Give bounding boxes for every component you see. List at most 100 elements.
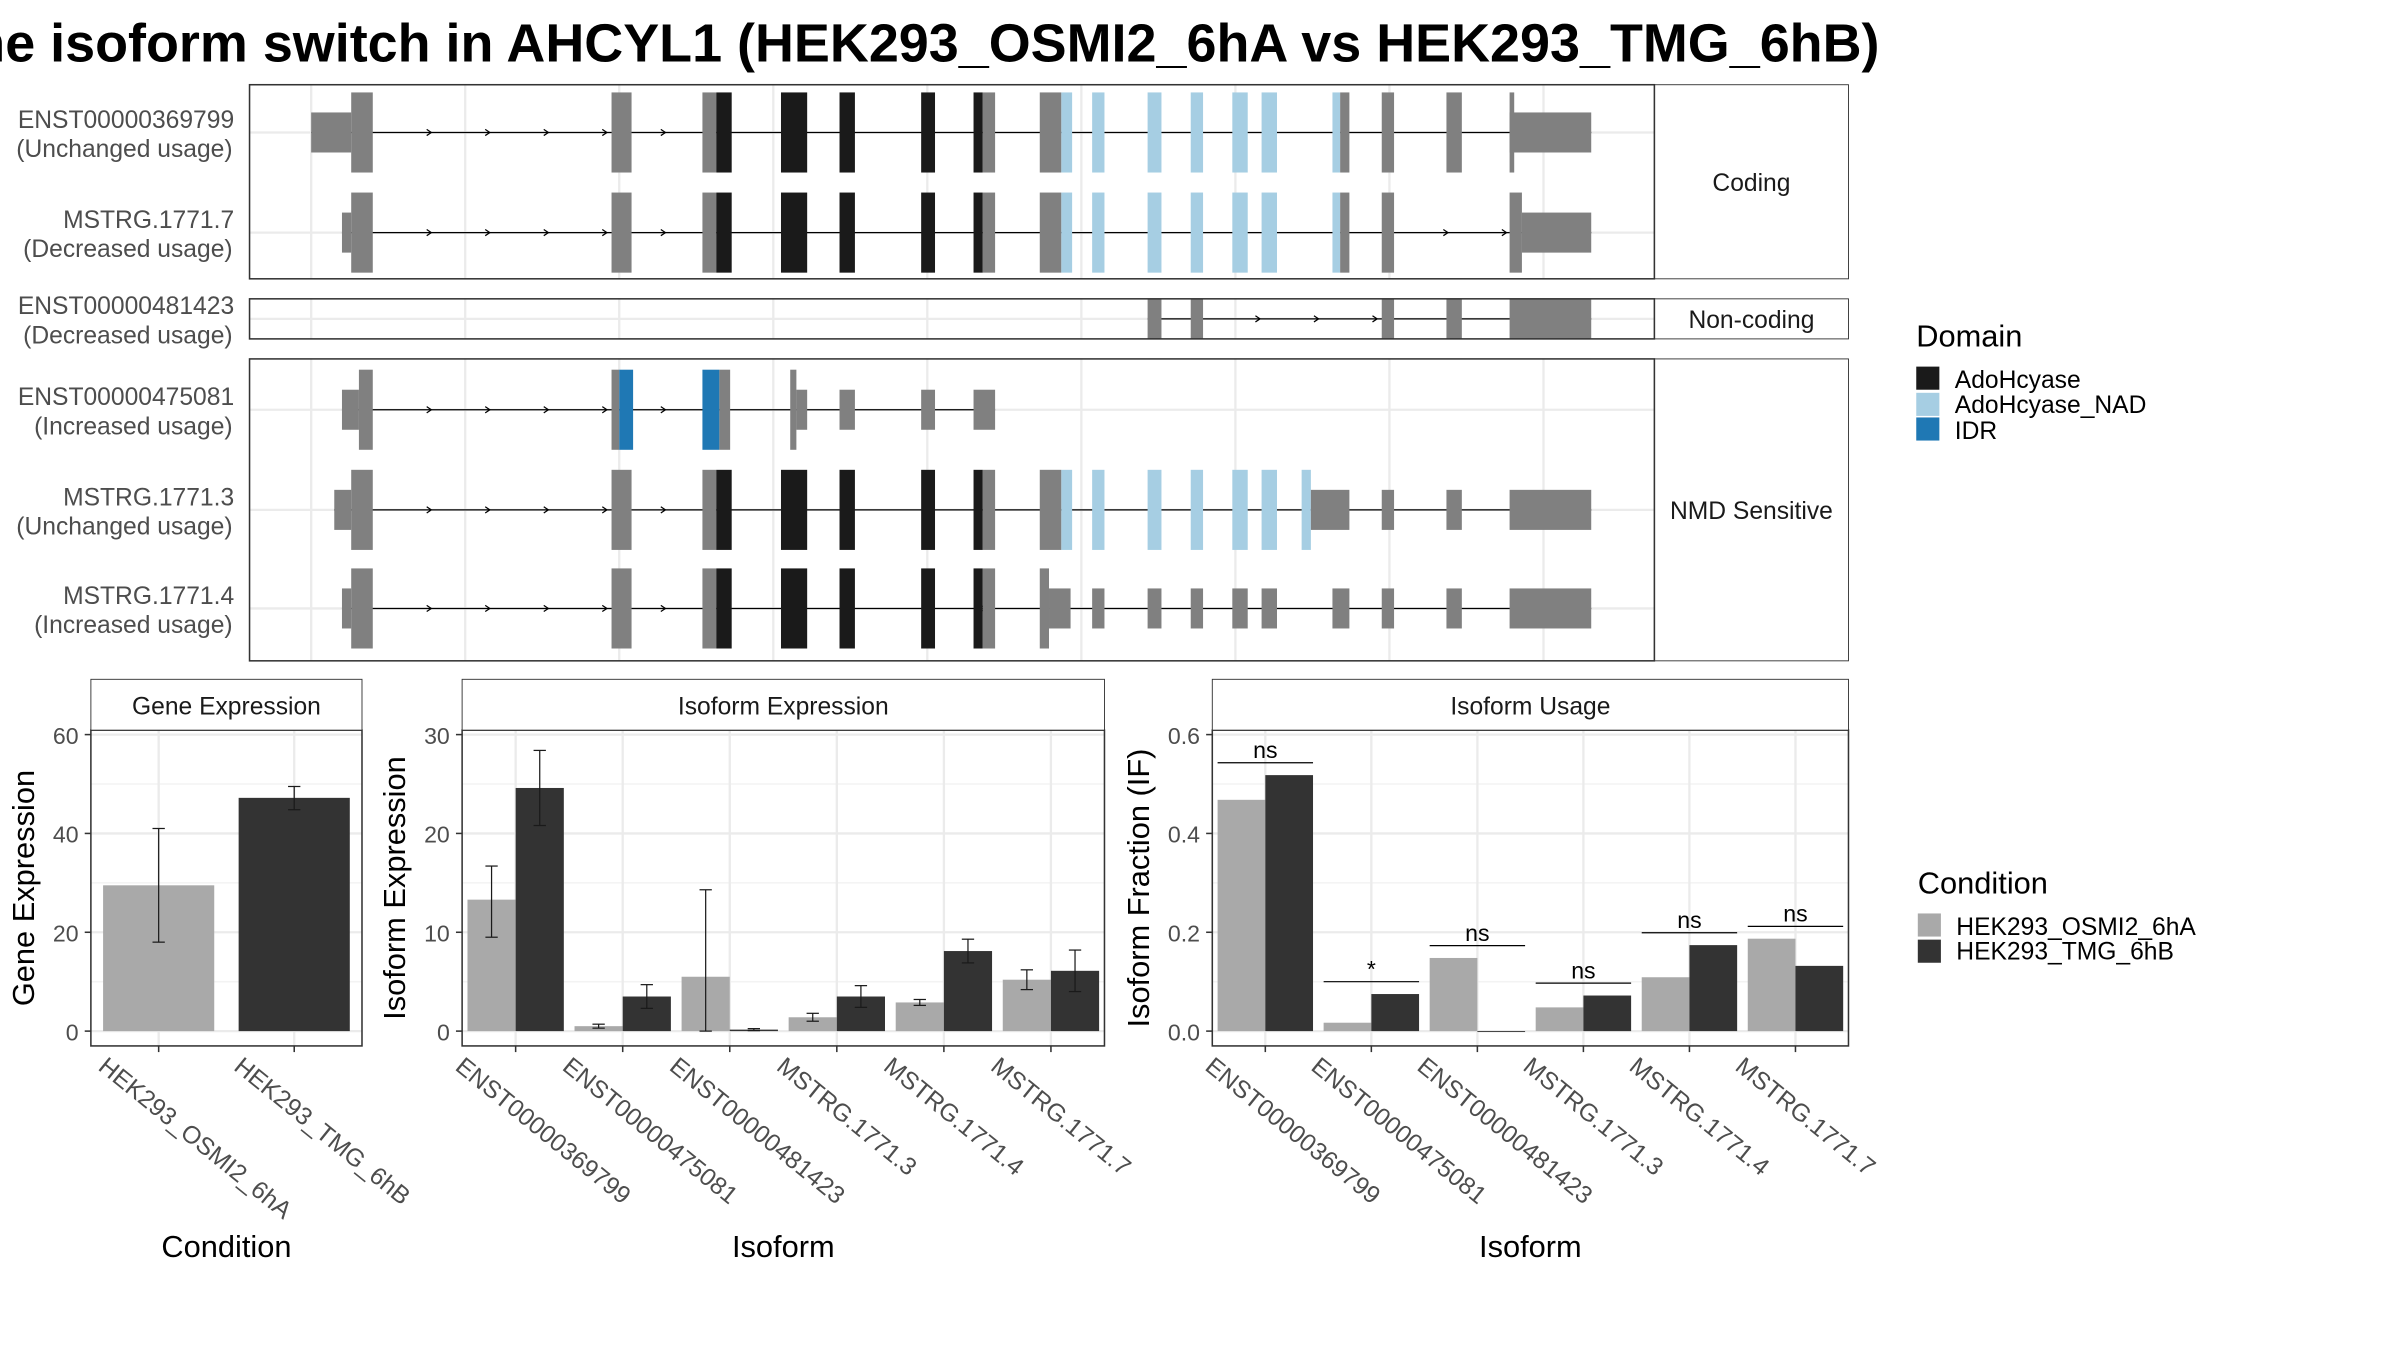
y-tick-label: 0 [66,1019,79,1045]
plot-background [462,730,1105,1046]
facet-strip [1653,358,1849,662]
exon-block [1232,192,1248,273]
legend-key-idr [1916,417,1940,441]
exon-block [1509,112,1592,153]
exon-block [611,568,632,649]
exon-block [839,568,855,649]
facet-strip-label: Isoform Expression [678,694,889,721]
y-axis-label: Isoform Fraction (IF) [1121,749,1156,1028]
legend-key-cond-a [1917,913,1941,937]
exon-block [1521,212,1592,253]
exon-block [780,92,808,173]
exon-block [1446,588,1462,629]
exon-block [716,469,732,550]
bar [943,951,993,1032]
facet-strip-label: Isoform Usage [1450,694,1610,721]
significance-label: ns [1253,737,1277,763]
exon-block [1147,588,1162,629]
exon-block [982,568,996,649]
strand-arrow [601,406,609,414]
transcript-name: ENST00000481423 [18,293,234,320]
y-axis-label: Gene Expression [6,770,41,1006]
exon-block [1261,92,1277,173]
strand-arrow [601,506,609,514]
exon-block [702,369,720,450]
facet-strip [90,678,363,731]
exon-block [1446,489,1462,530]
domain-legend-title: Domain [1916,319,2022,354]
exon-block [1332,92,1341,173]
exon-block [796,389,808,430]
facet-strip [461,678,1105,731]
y-tick-label: 30 [424,723,450,749]
exon-block [716,92,732,173]
exon-block [719,369,731,450]
significance-label: ns [1783,901,1807,927]
exon-block [973,469,983,550]
exon-block [702,469,717,550]
exon-block [619,369,634,450]
exon-block [982,92,996,173]
exon-block [311,112,352,153]
exon-block [1147,192,1162,273]
significance-label: ns [1465,920,1489,946]
exon-block [973,92,983,173]
facet-strip-label: Gene Expression [132,694,321,721]
facet-strip [1211,678,1849,731]
bar [1429,957,1478,1032]
bar [1747,938,1796,1032]
exon-block [1061,92,1073,173]
bar [1265,775,1314,1032]
legend-label-cond-b: HEK293_TMG_6hB [1956,939,2174,966]
exon-block [1190,92,1204,173]
exon-block [611,92,632,173]
exon-block [1190,588,1204,629]
transcript-usage: (Unchanged usage) [16,136,232,163]
strand-arrow [426,128,433,137]
bar [1217,799,1266,1032]
strand-arrow [543,506,550,514]
legend-label-idr: IDR [1955,418,1997,445]
strand-arrow [601,229,609,237]
exon-block [780,568,808,649]
x-axis-label: Isoform [732,1229,835,1264]
exon-block [1509,92,1515,173]
facet-strip-label: NMD Sensitive [1670,498,1833,525]
x-tick-label: ENST00000369799 [450,1053,635,1210]
exon-block [611,469,632,550]
structure-panel-border [248,83,1656,280]
exon-block [1092,469,1105,550]
exon-block [351,469,373,550]
exon-block [780,469,808,550]
exon-block [1332,588,1350,629]
facet-strip [1653,84,1849,280]
exon-block [1061,192,1073,273]
exon-block [341,389,359,430]
transcript-usage: (Decreased usage) [23,236,232,263]
x-tick-label: ENST00000481423 [664,1053,849,1210]
strand-arrow [426,604,433,613]
bar [1371,994,1420,1032]
legend-key-cond-b [1917,939,1941,963]
exon-block [1381,298,1395,339]
exon-block [1340,92,1350,173]
plot-background [1212,730,1849,1046]
facet-strip-label: Coding [1712,170,1790,197]
exon-block [1147,298,1162,339]
transcript-usage: (Decreased usage) [23,323,232,350]
bar-chart-panels: Gene Expression0204060HEK293_OSMI2_6hAHE… [6,678,1880,1264]
exon-block [780,192,808,273]
exon-block [1509,588,1592,629]
exon-block [702,92,717,173]
strand-arrow [1501,229,1508,237]
y-tick-label: 0.6 [1168,723,1200,749]
exon-block [1049,588,1071,629]
condition-legend: Condition HEK293_OSMI2_6hA HEK293_TMG_6h… [1917,865,2196,966]
strand-arrow [543,229,550,237]
strand-arrow [1372,315,1379,323]
bar [515,787,564,1032]
exon-block [790,369,797,450]
strand-arrow [484,128,491,137]
transcript-name: MSTRG.1771.7 [63,207,234,234]
exon-block [921,192,936,273]
